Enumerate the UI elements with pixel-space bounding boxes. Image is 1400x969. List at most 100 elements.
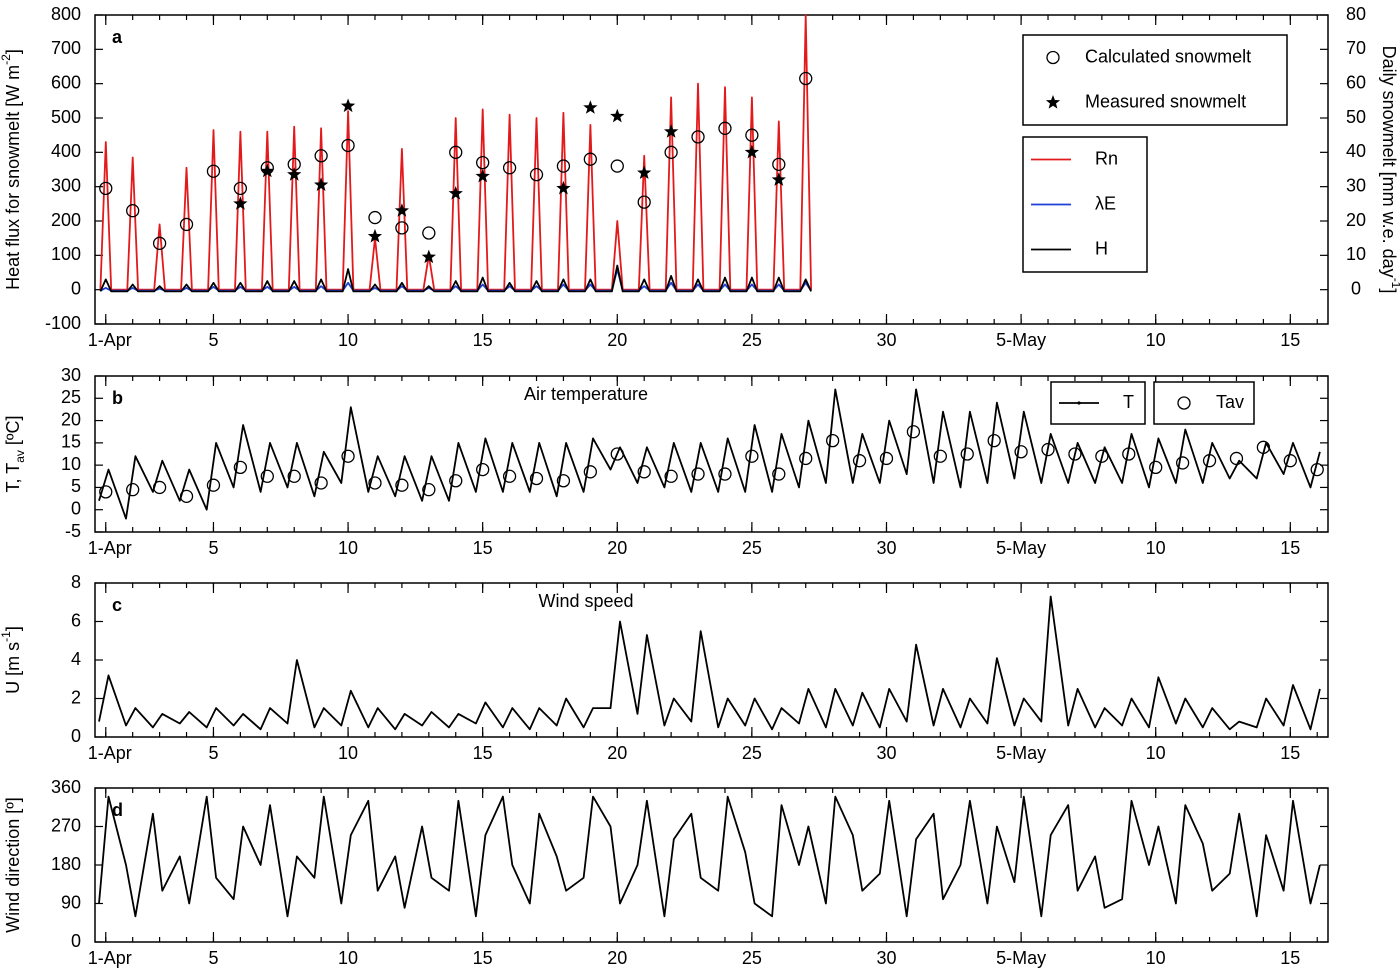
y2-axis-label-part: Daily snowmelt [mm w.e. day bbox=[1379, 46, 1399, 278]
star-marker bbox=[260, 163, 275, 178]
circle-marker bbox=[1095, 449, 1109, 463]
circle-marker bbox=[449, 145, 463, 159]
y2-axis-label: Daily snowmelt [mm w.e. day-1] bbox=[1379, 46, 1400, 294]
y-tick-label: 100 bbox=[51, 244, 81, 264]
y-tick-label: 270 bbox=[51, 815, 81, 835]
y-tick-label: 0 bbox=[71, 931, 81, 951]
circle-marker bbox=[799, 451, 813, 466]
y2-tick-label: 10 bbox=[1346, 244, 1366, 264]
y-tick-label: 180 bbox=[51, 854, 81, 874]
circle-marker bbox=[529, 471, 544, 486]
legend-label: H bbox=[1095, 238, 1108, 258]
x-tick-label: 5 bbox=[208, 743, 218, 763]
circle-marker bbox=[314, 476, 328, 490]
star-marker bbox=[744, 144, 759, 159]
x-tick-label: 15 bbox=[473, 330, 493, 350]
legend-box bbox=[1022, 34, 1288, 126]
x-tick-label: 10 bbox=[338, 538, 358, 558]
x-tick-label: 10 bbox=[338, 330, 358, 350]
y-tick-label: -5 bbox=[65, 521, 81, 541]
x-tick-label: 5 bbox=[208, 330, 218, 350]
circle-marker bbox=[691, 130, 705, 144]
y-axis-label-part: av bbox=[13, 450, 27, 463]
circle-marker bbox=[449, 474, 463, 488]
circle-marker bbox=[718, 467, 732, 481]
legend-label: Tav bbox=[1216, 392, 1244, 412]
y-axis-label-part: Wind direction [º] bbox=[3, 797, 23, 933]
star-marker bbox=[314, 177, 329, 191]
x-tick-label: 25 bbox=[742, 538, 762, 558]
x-tick-label: 10 bbox=[338, 948, 358, 968]
circle-marker bbox=[799, 71, 813, 86]
x-tick-label: 25 bbox=[742, 743, 762, 763]
circle-marker bbox=[1283, 454, 1297, 468]
star-marker bbox=[475, 168, 490, 183]
series-line bbox=[99, 14, 812, 291]
y-tick-label: -100 bbox=[45, 313, 81, 333]
star-marker bbox=[583, 100, 598, 114]
star-marker bbox=[637, 165, 652, 179]
legend-swatch-dot bbox=[1077, 401, 1081, 405]
y-tick-label: 4 bbox=[71, 649, 81, 669]
circle-marker bbox=[745, 128, 759, 142]
panel-title: Air temperature bbox=[524, 384, 648, 404]
y2-tick-label: 0 bbox=[1351, 278, 1361, 298]
y-axis-label-part: ] bbox=[3, 49, 23, 54]
circle-marker bbox=[637, 465, 651, 479]
circle-marker bbox=[1202, 454, 1217, 468]
x-tick-label: 15 bbox=[1280, 948, 1300, 968]
panel-label: a bbox=[112, 27, 123, 47]
legend-label: Calculated snowmelt bbox=[1085, 46, 1251, 66]
y-tick-label: 200 bbox=[51, 210, 81, 230]
circle-marker bbox=[664, 145, 678, 159]
circle-marker bbox=[99, 181, 113, 196]
circle-marker bbox=[556, 159, 571, 173]
x-tick-label: 30 bbox=[876, 538, 896, 558]
y-axis-label: T, Tav [ºC] bbox=[3, 416, 27, 493]
circle-marker bbox=[476, 155, 490, 170]
x-tick-label: 25 bbox=[742, 330, 762, 350]
y-axis-label-part: [ºC] bbox=[3, 416, 23, 451]
circle-marker bbox=[1041, 442, 1055, 457]
y-axis-label-part: ] bbox=[3, 626, 23, 631]
circle-marker bbox=[1014, 445, 1028, 459]
circle-marker bbox=[126, 204, 140, 218]
star-marker bbox=[367, 228, 383, 243]
y-axis-label-part: -2 bbox=[0, 54, 13, 65]
circle-marker bbox=[529, 167, 544, 182]
y-tick-label: 20 bbox=[61, 409, 81, 429]
y-tick-label: 300 bbox=[51, 175, 81, 195]
star-marker bbox=[556, 180, 571, 195]
x-tick-label: 1-Apr bbox=[88, 743, 132, 763]
circle-marker bbox=[987, 433, 1001, 448]
circle-marker bbox=[1175, 456, 1190, 470]
series-line bbox=[99, 264, 812, 293]
circle-marker bbox=[637, 195, 651, 209]
x-tick-label: 20 bbox=[607, 743, 627, 763]
y2-axis-label-part: ] bbox=[1379, 288, 1399, 293]
x-tick-label: 5-May bbox=[996, 538, 1046, 558]
y-tick-label: 600 bbox=[51, 72, 81, 92]
legend-swatch bbox=[1045, 95, 1061, 109]
star-marker bbox=[340, 98, 356, 113]
y-tick-label: 10 bbox=[61, 454, 81, 474]
circle-marker bbox=[395, 478, 409, 492]
y-axis-label: Wind direction [º] bbox=[3, 797, 23, 933]
series-line bbox=[98, 388, 1321, 520]
circle-marker bbox=[1122, 447, 1136, 461]
legend-label: T bbox=[1123, 392, 1134, 412]
y2-tick-label: 30 bbox=[1346, 175, 1366, 195]
x-tick-label: 30 bbox=[876, 330, 896, 350]
x-tick-label: 1-Apr bbox=[88, 330, 132, 350]
circle-marker bbox=[718, 121, 732, 135]
circle-marker bbox=[610, 447, 624, 461]
x-tick-label: 10 bbox=[338, 743, 358, 763]
y2-tick-label: 50 bbox=[1346, 107, 1366, 127]
circle-marker bbox=[1229, 451, 1244, 466]
y-tick-label: 2 bbox=[71, 687, 81, 707]
panel-label: b bbox=[112, 388, 123, 408]
plot-frame bbox=[94, 375, 1329, 533]
plot-frame bbox=[94, 582, 1329, 738]
x-tick-label: 5 bbox=[208, 538, 218, 558]
star-marker bbox=[610, 108, 625, 123]
